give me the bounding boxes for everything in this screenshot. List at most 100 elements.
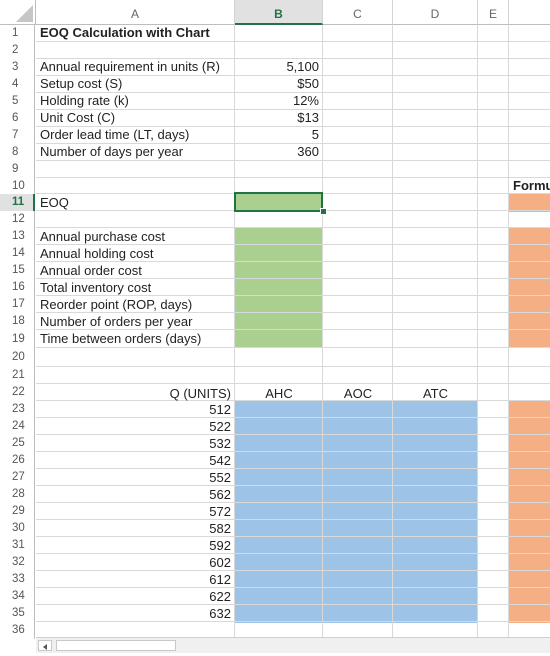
row-header-12[interactable]: 12 [0,211,35,228]
column-header-c[interactable]: C [323,0,393,25]
eoq-label[interactable]: EOQ [40,195,69,210]
input-label-lt[interactable]: Order lead time (LT, days) [40,127,190,142]
row-header-32[interactable]: 32 [0,554,35,571]
formula-cell-f11[interactable] [509,194,550,212]
row-header-16[interactable]: 16 [0,279,35,296]
scroll-left-button[interactable] [38,640,52,651]
row-header-29[interactable]: 29 [0,503,35,520]
row-header-21[interactable]: 21 [0,367,35,384]
row-header-31[interactable]: 31 [0,537,35,554]
row-header-4[interactable]: 4 [0,76,35,93]
row-header-10[interactable]: 10 [0,178,35,194]
input-label-r[interactable]: Annual requirement in units (R) [40,59,220,74]
row-header-15[interactable]: 15 [0,262,35,279]
input-label-s[interactable]: Setup cost (S) [40,76,123,91]
row-header-36[interactable]: 36 [0,622,35,639]
row-header-22[interactable]: 22 [0,384,35,401]
row-header-20[interactable]: 20 [0,348,35,367]
row-header-26[interactable]: 26 [0,452,35,469]
q-value-cell[interactable]: 512 [209,402,231,417]
formula-range-f23-f35[interactable] [509,401,550,623]
select-all-corner[interactable] [0,0,36,25]
output-label-orders[interactable]: Number of orders per year [40,314,193,329]
gridline-horizontal [36,109,550,110]
sheet-title[interactable]: EOQ Calculation with Chart [40,25,210,40]
formula-header[interactable]: Formu [513,178,550,193]
row-header-14[interactable]: 14 [0,245,35,262]
row-header-8[interactable]: 8 [0,144,35,161]
row-header-30[interactable]: 30 [0,520,35,537]
table-range-b23-d35[interactable] [235,401,478,623]
q-value-cell[interactable]: 632 [209,606,231,621]
select-all-triangle-icon [16,5,33,22]
input-label-c[interactable]: Unit Cost (C) [40,110,116,125]
output-label-rop[interactable]: Reorder point (ROP, days) [40,297,193,312]
q-value-cell[interactable]: 612 [209,572,231,587]
q-value-cell[interactable]: 592 [209,538,231,553]
row-header-27[interactable]: 27 [0,469,35,486]
column-header-a[interactable]: A [36,0,235,25]
gridline-horizontal [36,485,550,486]
column-header-b[interactable]: B [235,0,323,25]
table-header-ahc[interactable]: AHC [265,386,293,401]
eoq-output-cell[interactable] [235,194,323,212]
input-value-s[interactable]: $50 [297,76,319,91]
row-header-19[interactable]: 19 [0,330,35,348]
gridline-horizontal [36,519,550,520]
row-header-34[interactable]: 34 [0,588,35,605]
horizontal-scrollbar[interactable] [36,637,550,653]
output-range-b13-b19[interactable] [235,228,323,348]
output-label-total[interactable]: Total inventory cost [40,280,152,295]
row-header-18[interactable]: 18 [0,313,35,330]
input-value-days[interactable]: 360 [297,144,319,159]
row-header-23[interactable]: 23 [0,401,35,418]
row-header-33[interactable]: 33 [0,571,35,588]
q-value-cell[interactable]: 542 [209,453,231,468]
gridline-horizontal [36,244,550,245]
row-header-6[interactable]: 6 [0,110,35,127]
gridline-horizontal [36,434,550,435]
gridline-horizontal [36,451,550,452]
fill-handle[interactable] [320,208,327,215]
formula-range-f13-f19[interactable] [509,228,550,348]
row-header-3[interactable]: 3 [0,59,35,76]
q-value-cell[interactable]: 602 [209,555,231,570]
column-header-f[interactable] [509,0,550,25]
input-label-days[interactable]: Number of days per year [40,144,184,159]
row-header-1[interactable]: 1 [0,25,35,42]
table-header-q[interactable]: Q (UNITS) [169,386,231,401]
table-header-aoc[interactable]: AOC [343,386,373,401]
q-value-cell[interactable]: 562 [209,487,231,502]
q-value-cell[interactable]: 522 [209,419,231,434]
row-header-13[interactable]: 13 [0,228,35,245]
row-header-11[interactable]: 11 [0,194,35,211]
input-value-lt[interactable]: 5 [311,127,319,142]
row-header-9[interactable]: 9 [0,161,35,178]
q-value-cell[interactable]: 572 [209,504,231,519]
q-value-cell[interactable]: 532 [209,436,231,451]
row-header-24[interactable]: 24 [0,418,35,435]
output-label-time[interactable]: Time between orders (days) [40,331,202,346]
input-value-k[interactable]: 12% [292,93,319,108]
input-value-r[interactable]: 5,100 [286,59,319,74]
row-header-28[interactable]: 28 [0,486,35,503]
output-label-holding[interactable]: Annual holding cost [40,246,154,261]
row-header-17[interactable]: 17 [0,296,35,313]
row-header-7[interactable]: 7 [0,127,35,144]
scroll-thumb[interactable] [56,640,176,651]
row-header-5[interactable]: 5 [0,93,35,110]
input-value-c[interactable]: $13 [297,110,319,125]
column-header-d[interactable]: D [393,0,478,25]
gridline-horizontal [36,502,550,503]
row-header-25[interactable]: 25 [0,435,35,452]
row-header-2[interactable]: 2 [0,42,35,59]
q-value-cell[interactable]: 552 [209,470,231,485]
column-header-e[interactable]: E [478,0,509,25]
row-header-35[interactable]: 35 [0,605,35,622]
output-label-order[interactable]: Annual order cost [40,263,142,278]
table-header-atc[interactable]: ATC [422,386,449,401]
q-value-cell[interactable]: 582 [209,521,231,536]
q-value-cell[interactable]: 622 [209,589,231,604]
input-label-k[interactable]: Holding rate (k) [40,93,129,108]
output-label-purchase[interactable]: Annual purchase cost [40,229,166,244]
